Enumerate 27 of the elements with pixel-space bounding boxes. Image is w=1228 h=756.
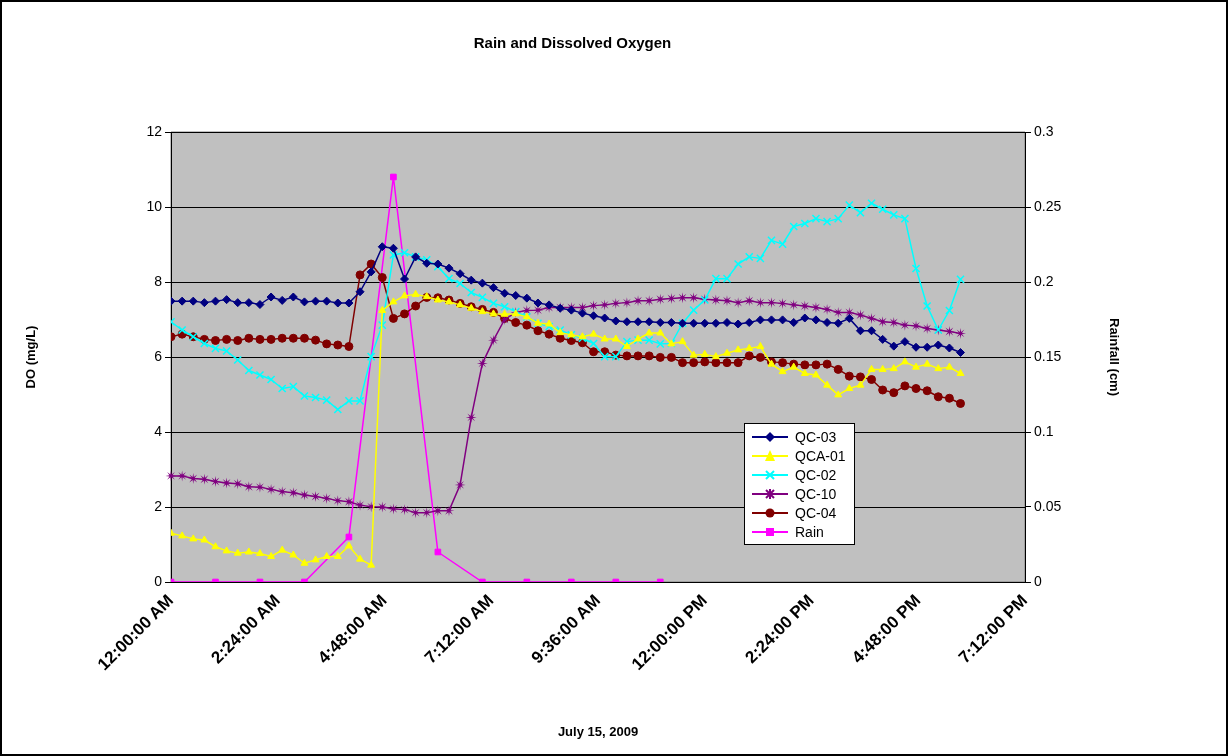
y2-tick-label: 0.25 [1034, 197, 1062, 214]
point [345, 533, 353, 541]
y2-tick-label: 0.1 [1034, 422, 1054, 439]
y-tick-label: 4 [154, 422, 163, 439]
y2-tick-label: 0.15 [1034, 347, 1062, 364]
y-tick-label: 12 [146, 122, 163, 139]
x-axis-title: July 15, 2009 [557, 723, 639, 739]
y2-tick-label: 0 [1034, 572, 1042, 589]
y-tick-label: 2 [154, 497, 163, 514]
y2-tick-label: 0.05 [1034, 497, 1062, 514]
legend-label: QC-03 [795, 428, 837, 445]
y2-axis-title: Rainfall (cm) [1106, 317, 1122, 397]
y-tick-label: 6 [154, 347, 163, 364]
y-axis-title: DO (mg/L) [23, 325, 39, 389]
legend-label: QCA-01 [795, 447, 846, 464]
legend-label: QC-10 [795, 485, 837, 502]
point [390, 173, 397, 181]
legend-label: QC-02 [795, 466, 837, 483]
legend-label: QC-04 [795, 504, 837, 521]
chart-title: Rain and Dissolved Oxygen [473, 34, 672, 52]
y2-tick-label: 0.2 [1034, 272, 1054, 289]
y-tick-label: 10 [146, 197, 163, 214]
y-tick-label: 0 [154, 572, 163, 589]
y2-tick-label: 0.3 [1034, 122, 1054, 139]
point [434, 548, 442, 556]
legend-label: Rain [795, 523, 824, 540]
y-tick-label: 8 [154, 272, 163, 289]
